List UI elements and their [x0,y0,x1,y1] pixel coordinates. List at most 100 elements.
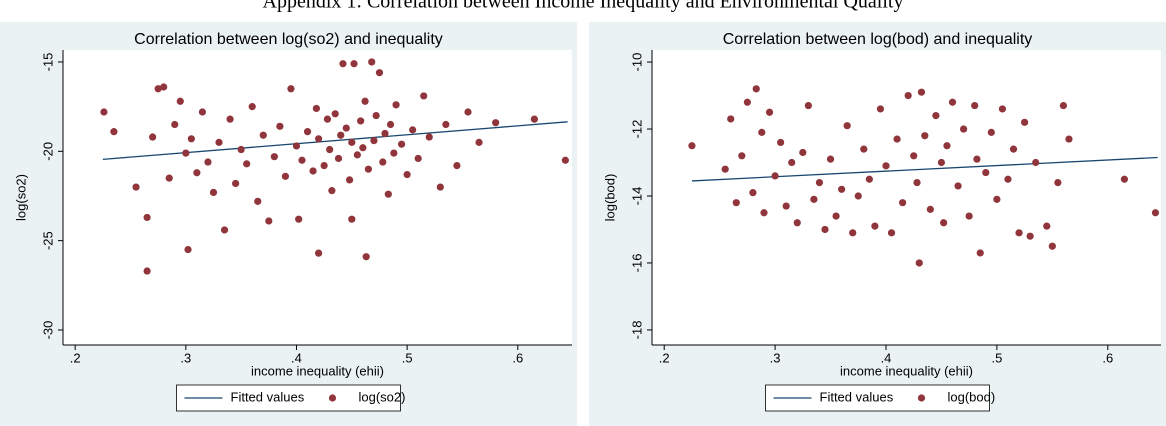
data-point [215,138,223,146]
data-point [149,133,157,141]
data-point [1120,175,1129,183]
data-point [237,145,245,154]
data-point [860,145,868,153]
data-point [328,187,336,195]
data-point [281,172,290,180]
x-tick-label: .2 [659,350,670,365]
data-point [384,190,392,198]
data-point [943,142,951,150]
y-tick-label: -10 [629,53,644,72]
data-point [339,60,347,68]
legend-swatch [917,394,926,402]
data-point [887,229,896,237]
data-point [187,135,195,143]
data-point [379,158,387,166]
x-tick-label: .2 [70,350,81,365]
data-point [209,188,218,197]
data-point [1009,145,1018,153]
data-point [359,144,367,152]
data-point [403,170,411,179]
legend-label: Fitted values [231,389,305,404]
data-point [132,183,140,191]
data-point [492,119,500,127]
y-tick-label: -14 [629,187,644,206]
data-point [409,126,417,134]
data-point [843,122,851,130]
data-point [226,115,234,123]
data-point [345,176,354,184]
data-point [982,168,990,177]
data-point [420,92,428,100]
data-point [1032,158,1040,167]
legend-label: log(bod) [948,389,996,404]
data-point [965,212,973,220]
data-point [758,128,766,136]
data-point [530,115,538,123]
data-point [815,178,824,187]
data-point [220,226,229,234]
y-tick-label: -20 [40,142,55,161]
data-point [392,101,400,109]
data-point [362,253,370,261]
data-point [292,142,301,150]
data-point [1048,242,1056,250]
data-point [232,179,240,188]
data-point [1015,229,1023,237]
x-tick-label: .4 [881,350,892,365]
data-point [940,219,948,227]
data-point [171,120,179,129]
data-point [184,245,192,254]
data-point [198,108,207,116]
data-point [838,185,846,193]
data-point [799,148,807,157]
data-point [788,158,796,167]
data-point [375,69,384,77]
data-point [749,189,757,197]
y-axis-label: log(bod) [602,174,617,222]
x-tick-label: .3 [770,350,781,365]
data-point [334,154,343,163]
data-point [1021,118,1029,126]
data-point [913,178,921,187]
data-point [1043,222,1051,230]
data-point [971,101,979,110]
data-point [193,169,201,177]
y-tick-label: -15 [40,53,55,72]
data-point [342,124,350,132]
data-point [475,138,483,146]
data-point [154,85,162,93]
data-point [259,131,267,139]
data-point [295,215,303,223]
x-tick-label: .6 [512,350,523,365]
y-tick-label: -12 [629,120,644,139]
data-point [143,213,151,222]
x-tick-label: .5 [991,350,1002,365]
data-point [110,128,118,136]
data-point [348,215,356,223]
data-point [1054,178,1062,187]
data-point [442,120,450,129]
data-point [425,133,433,141]
y-tick-label: -18 [629,321,644,340]
data-point [752,85,760,93]
data-point [743,98,751,106]
data-point [882,162,890,170]
data-point [793,219,801,227]
data-point [826,155,835,163]
data-point [350,60,358,68]
data-point [386,120,395,129]
data-point [323,115,332,123]
x-tick-label: .6 [1102,350,1113,365]
data-point [315,135,323,143]
legend-label: log(so2) [359,389,406,404]
data-point [854,192,862,200]
data-point [917,88,926,96]
data-point [832,212,840,220]
legend-label: Fitted values [820,389,894,404]
data-point [760,209,768,217]
data-point [948,98,957,106]
x-axis-label: income inequality (ehii) [840,363,973,378]
data-point [876,105,885,113]
data-point [165,174,173,182]
